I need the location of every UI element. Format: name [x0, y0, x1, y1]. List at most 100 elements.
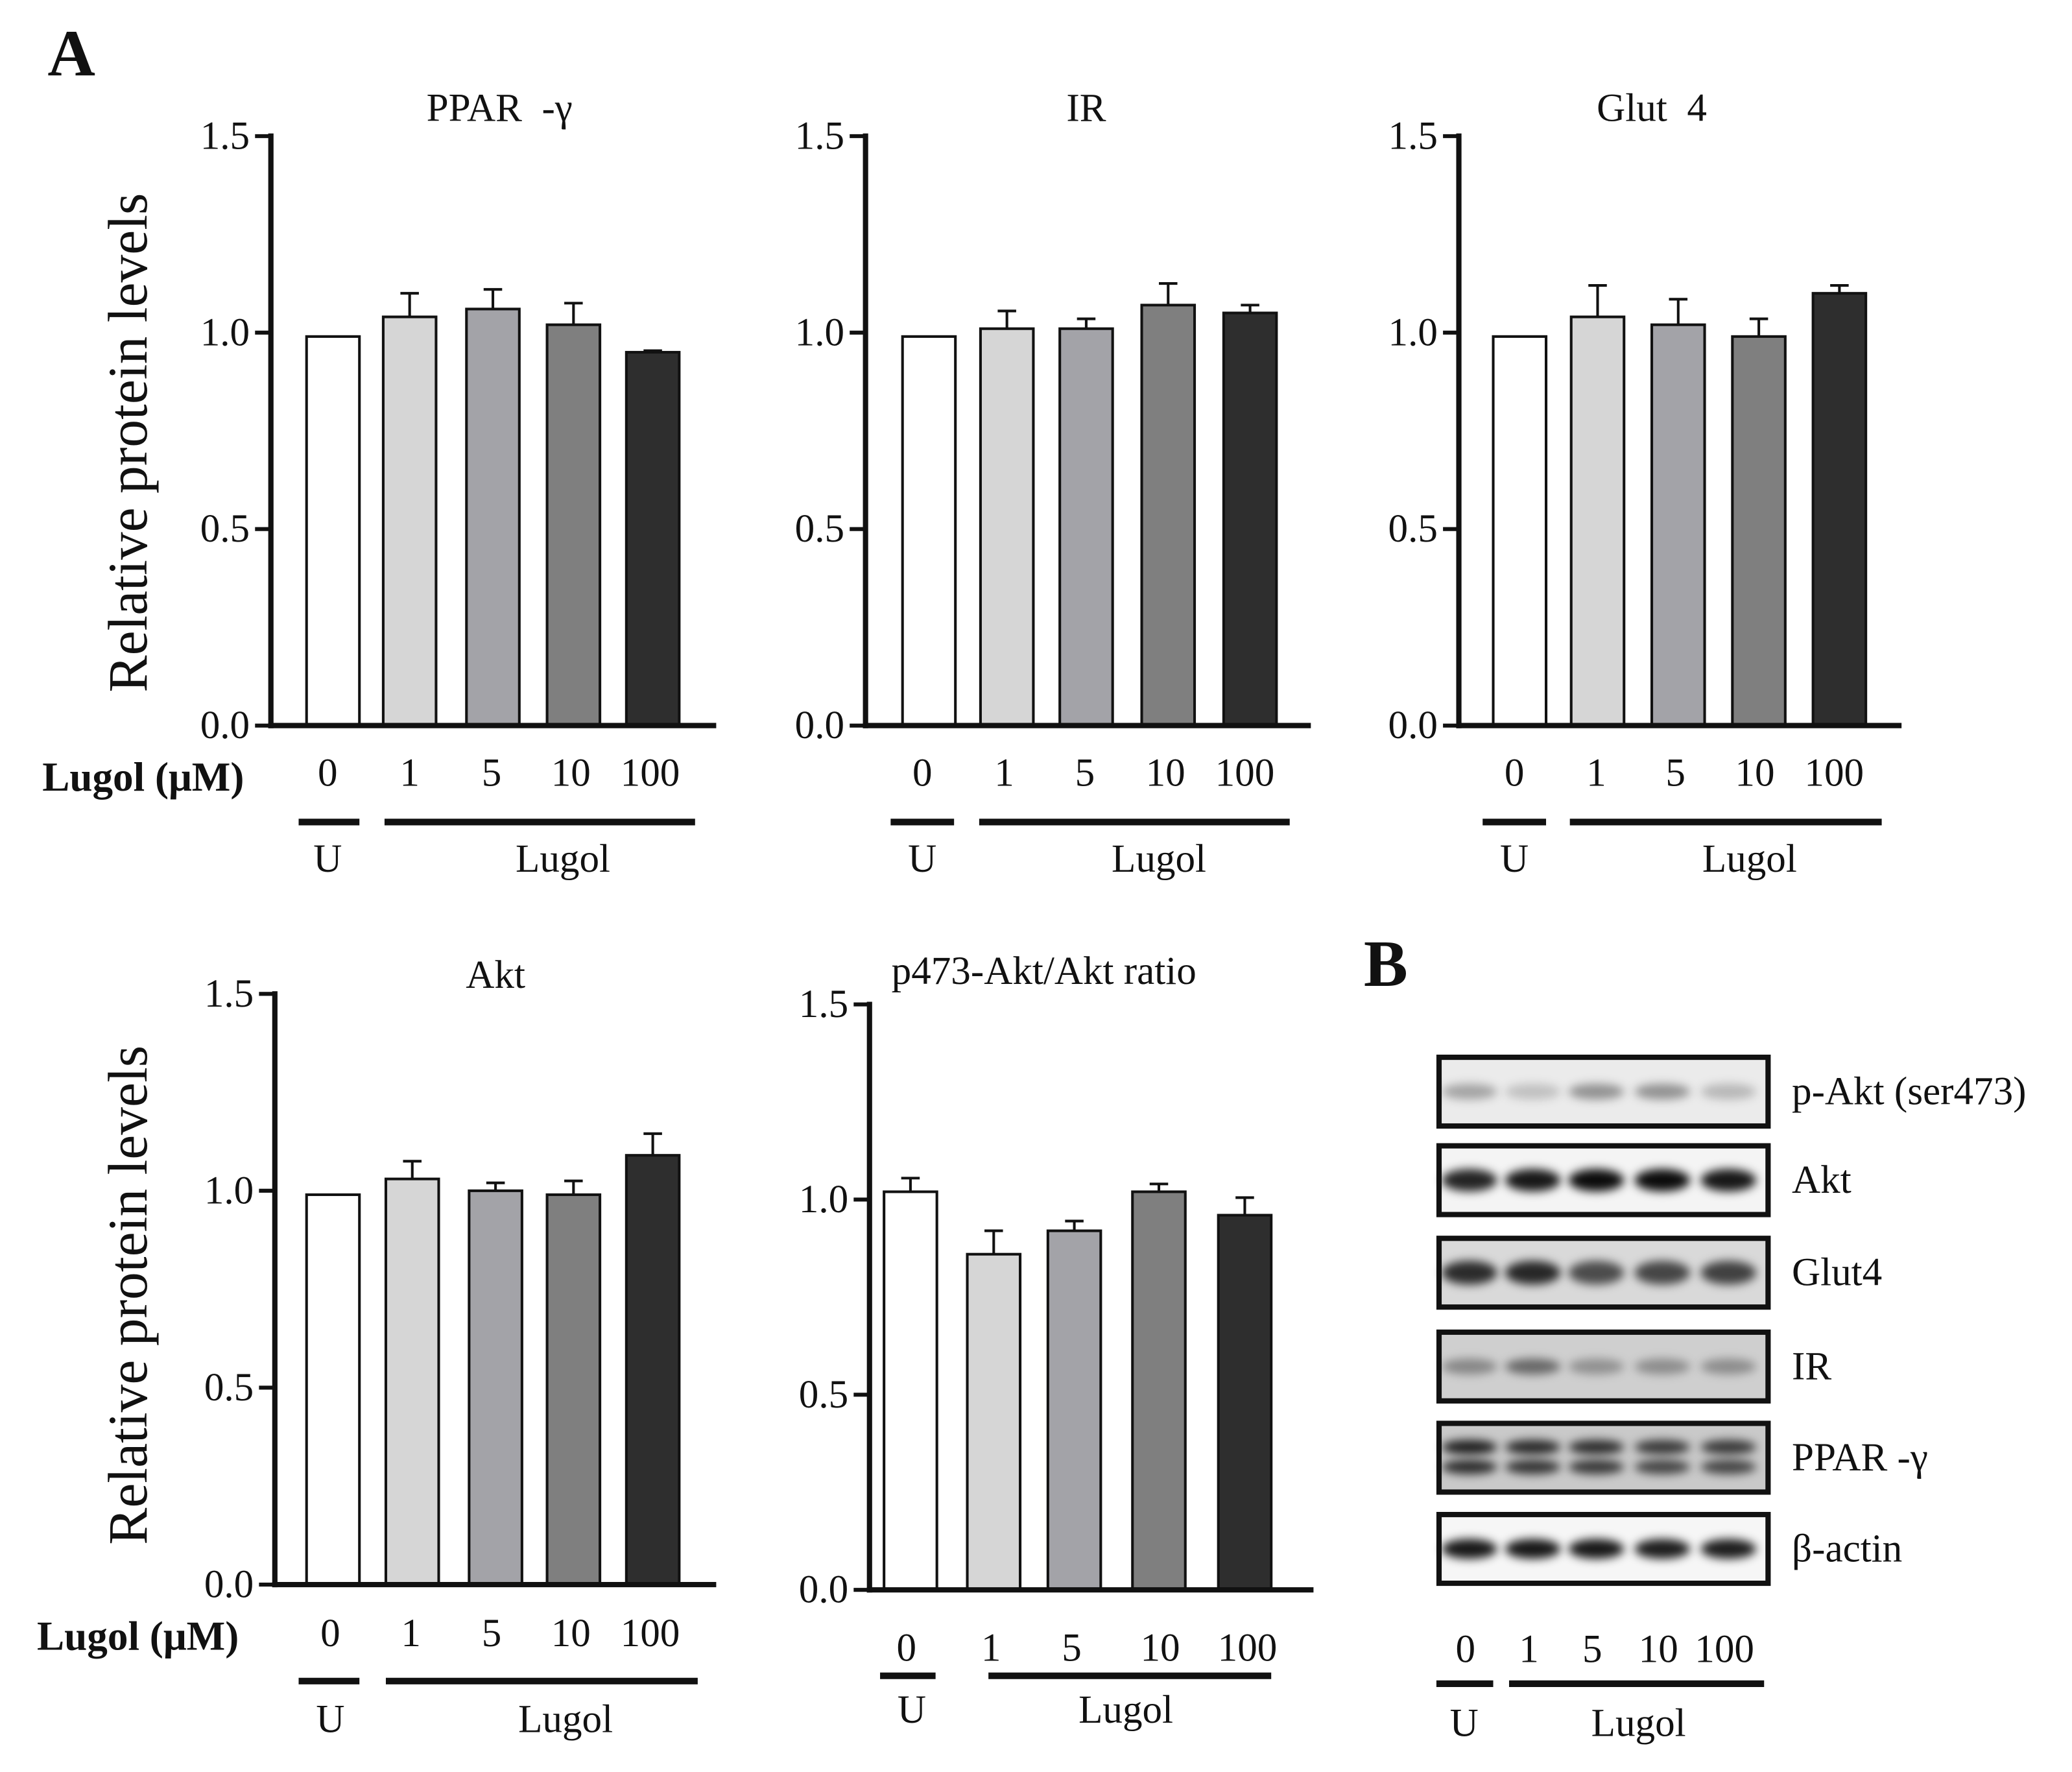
y-tick-label: 0.5 [204, 1366, 254, 1409]
blot-band-lane-0 [1442, 1260, 1497, 1285]
blot-band-lane-5 [1568, 1169, 1625, 1191]
blot-band-lane-10 [1634, 1083, 1691, 1100]
x-tick-label: 100 [621, 751, 680, 795]
chart-title: IR [1066, 87, 1106, 130]
y-tick-label: 1.5 [200, 114, 250, 158]
blot-row-actin: β-actin [1436, 1512, 1902, 1586]
blot-band-lane-0 [1442, 1439, 1497, 1455]
y-tick-label: 1.5 [204, 972, 254, 1016]
x-tick-label: 1 [994, 751, 1014, 795]
x-tick-label: 5 [1075, 751, 1095, 795]
bar-5 [1058, 327, 1114, 727]
group-label-untreated: U [316, 1697, 344, 1741]
bar-1 [384, 1177, 440, 1586]
blot-band-lane-100 [1700, 1539, 1757, 1559]
blot-row-ir: IR [1436, 1329, 1831, 1404]
blot-protein-label: IR [1792, 1345, 1831, 1388]
group-label-untreated: U [908, 837, 936, 881]
blot-lane-label: 1 [1519, 1627, 1539, 1671]
blot-band-lane-1 [1505, 1459, 1561, 1474]
bar-0 [305, 1193, 361, 1586]
bar-5 [465, 307, 521, 727]
bar-100 [1222, 311, 1278, 727]
blot-band-lane-5 [1568, 1260, 1625, 1285]
blot-band-lane-100 [1700, 1358, 1757, 1375]
x-tick-label: 5 [482, 751, 502, 795]
blot-row-p-akt-ser473: p-Akt (ser473) [1436, 1054, 2026, 1129]
group-label-lugol: Lugol [518, 1697, 613, 1741]
bar-100 [625, 351, 681, 727]
blot-band-lane-5 [1568, 1083, 1625, 1100]
blot-band-lane-10 [1634, 1169, 1691, 1191]
x-tick-label: 0 [320, 1612, 340, 1655]
bar-1 [381, 315, 438, 727]
bar-1 [1569, 315, 1626, 727]
bar-10 [1731, 335, 1787, 727]
x-tick-label: 10 [1146, 751, 1185, 795]
panel-a-charts: PPAR -γ Relative protein levels Lugol (μM)… [37, 87, 1902, 1741]
blot-band-lane-5 [1568, 1439, 1625, 1455]
y-tick-label: 1.5 [795, 114, 844, 158]
blot-band-lane-100 [1700, 1439, 1757, 1455]
x-tick-label: 5 [1062, 1626, 1082, 1670]
blot-band-lane-5 [1568, 1539, 1625, 1559]
blot-band-lane-1 [1505, 1439, 1561, 1455]
bar-chart-5: p473-Akt/Akt ratio 0 1 5 10 100 0.0 0.5 1.0 1.5 U L… [799, 950, 1314, 1732]
x-tick-label: 100 [1215, 751, 1275, 795]
blot-protein-label: Glut4 [1792, 1251, 1882, 1295]
chart-title: Glut 4 [1597, 87, 1707, 130]
blot-band-lane-5 [1568, 1459, 1625, 1474]
blot-band-lane-1 [1505, 1358, 1561, 1375]
bar-5 [1650, 323, 1706, 727]
blot-group-label-untreated: U [1450, 1702, 1479, 1745]
x-tick-label: 0 [912, 751, 933, 795]
chart-title: Akt [466, 953, 525, 997]
chart-title: p473-Akt/Akt ratio [892, 950, 1197, 993]
blot-protein-label: Akt [1792, 1158, 1852, 1202]
group-label-lugol: Lugol [516, 837, 610, 881]
blot-protein-label: PPAR -γ [1792, 1436, 1928, 1479]
x-tick-label: 5 [482, 1612, 502, 1655]
blot-band-lane-10 [1634, 1539, 1691, 1559]
y-tick-label: 1.0 [200, 311, 250, 354]
blot-membrane-outline [1436, 1420, 1771, 1495]
x-tick-label: 10 [551, 751, 591, 795]
x-axis-label: Lugol (μM) [42, 754, 244, 800]
bar-5 [1046, 1229, 1102, 1592]
blot-lane-label: 5 [1582, 1627, 1602, 1671]
blot-row-glut4: Glut4 [1436, 1236, 1882, 1310]
blot-membrane [1438, 1423, 1768, 1492]
y-tick-label: 1.0 [1388, 311, 1438, 354]
blot-band-lane-0 [1442, 1083, 1497, 1100]
y-axis-label: Relative protein levels [97, 1046, 159, 1545]
group-label-untreated: U [1500, 837, 1529, 881]
y-tick-label: 0.5 [200, 507, 250, 551]
x-tick-label: 0 [318, 751, 338, 795]
group-label-lugol: Lugol [1702, 837, 1797, 881]
bar-0 [305, 335, 361, 727]
blot-protein-label: β-actin [1792, 1527, 1902, 1571]
x-tick-label: 1 [399, 751, 420, 795]
group-label-lugol: Lugol [1112, 837, 1206, 881]
group-label-untreated: U [313, 837, 342, 881]
blot-band-lane-1 [1505, 1083, 1561, 1100]
blot-band-lane-100 [1700, 1083, 1757, 1100]
bar-0 [1492, 335, 1548, 727]
blot-band-lane-1 [1505, 1539, 1561, 1559]
bar-10 [1140, 304, 1197, 727]
blot-protein-label: p-Akt (ser473) [1792, 1070, 2026, 1114]
blot-row-akt: Akt [1436, 1143, 1852, 1217]
bar-10 [1131, 1190, 1187, 1592]
blot-lane-label: 100 [1695, 1627, 1754, 1671]
x-tick-label: 100 [1804, 751, 1864, 795]
x-tick-label: 10 [1735, 751, 1774, 795]
x-tick-label: 5 [1665, 751, 1685, 795]
x-tick-label: 1 [401, 1612, 421, 1655]
blot-band-lane-1 [1505, 1169, 1561, 1191]
bar-100 [1217, 1214, 1273, 1592]
blot-band-lane-0 [1442, 1539, 1497, 1559]
y-tick-label: 0.0 [1388, 704, 1438, 747]
blot-row-ppar: PPAR -γ [1436, 1420, 1928, 1495]
panel-b-label: B [1364, 928, 1408, 1001]
